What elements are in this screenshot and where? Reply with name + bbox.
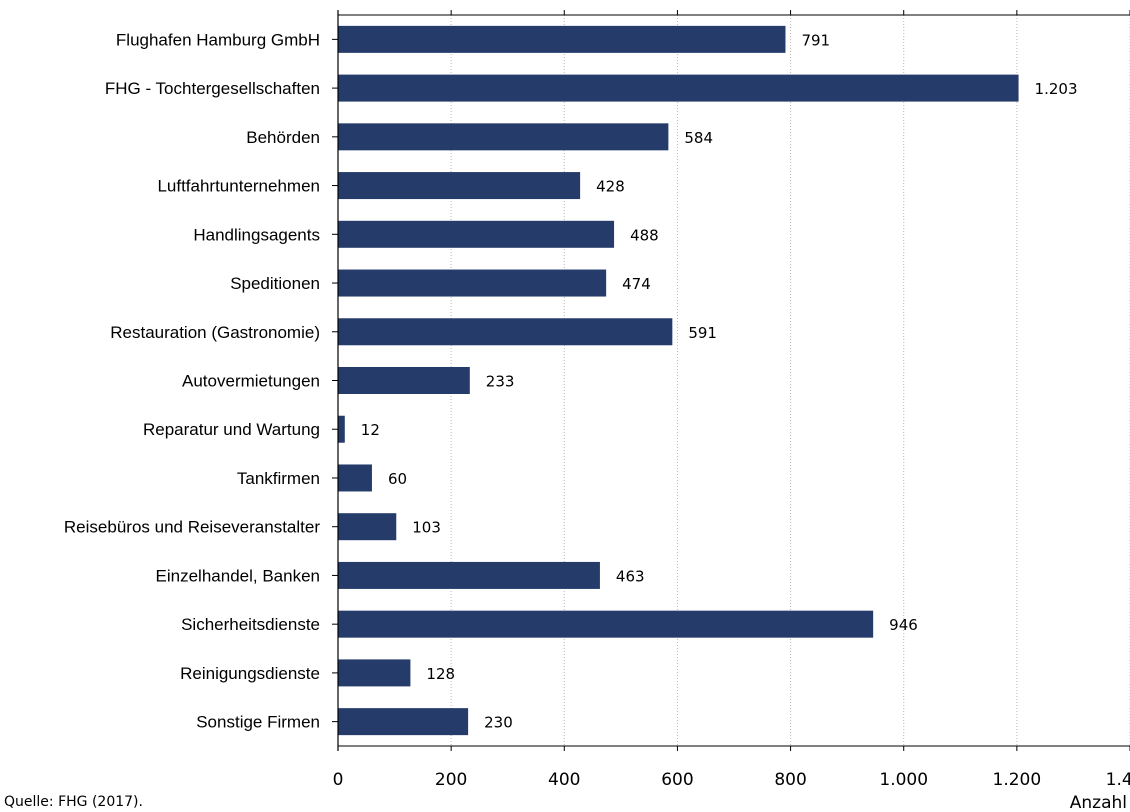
bar (338, 269, 607, 297)
category-label: Reisebüros und Reiseveranstalter (64, 518, 320, 537)
value-label: 230 (484, 714, 513, 732)
x-tick-label: 800 (774, 770, 806, 790)
bar (338, 318, 673, 346)
bar (338, 464, 372, 492)
value-label: 12 (361, 421, 380, 439)
x-tick-label: 600 (661, 770, 693, 790)
category-label: Reparatur und Wartung (143, 420, 320, 439)
x-tick-label: 1.400 (1106, 770, 1130, 790)
value-label: 946 (889, 616, 918, 634)
value-label: 791 (801, 31, 830, 49)
bar (338, 513, 397, 541)
category-label: Luftfahrtunternehmen (157, 177, 320, 196)
bar (338, 172, 581, 200)
bars (338, 25, 1019, 736)
category-label: Restauration (Gastronomie) (110, 323, 320, 342)
value-label: 428 (596, 178, 625, 196)
category-label: Einzelhandel, Banken (156, 566, 320, 585)
value-label: 474 (622, 275, 651, 293)
category-label: Autovermietungen (182, 372, 320, 391)
value-label: 103 (412, 519, 441, 537)
category-label: Sicherheitsdienste (181, 615, 320, 634)
x-tick-label: 1.000 (879, 770, 928, 790)
category-label: Tankfirmen (237, 469, 320, 488)
bar (338, 123, 669, 151)
source-note: Quelle: FHG (2017). (4, 794, 143, 810)
x-tick-label: 0 (333, 770, 344, 790)
category-label: FHG - Tochtergesellschaften (105, 79, 320, 98)
labels: 0 200 400 600 800 1.000 1.200 1.400 Flughafen Ha… (64, 30, 1130, 790)
x-tick-label: 400 (548, 770, 580, 790)
axes (332, 10, 1130, 751)
category-label: Behörden (246, 128, 320, 147)
bar (338, 659, 411, 687)
bar (338, 367, 470, 394)
value-label: 1.203 (1035, 80, 1078, 98)
bar (338, 220, 615, 248)
value-label: 60 (388, 470, 407, 488)
bar (338, 415, 345, 443)
x-tick-label: 1.200 (993, 770, 1042, 790)
bar (338, 561, 600, 589)
category-label: Flughafen Hamburg GmbH (116, 30, 320, 49)
value-label: 591 (688, 324, 717, 342)
category-label: Reinigungsdienste (180, 664, 320, 683)
x-tick-label: 200 (435, 770, 467, 790)
category-label: Handlingsagents (193, 225, 320, 244)
category-label: Sonstige Firmen (196, 713, 320, 732)
bar (338, 610, 874, 638)
category-label: Speditionen (230, 274, 320, 293)
value-label: 233 (486, 373, 515, 391)
value-label: 463 (616, 567, 645, 585)
bar (338, 74, 1019, 102)
bar (338, 25, 786, 53)
value-label: 128 (426, 665, 455, 683)
bar (338, 708, 469, 736)
x-axis-title: Anzahl (1070, 793, 1127, 812)
value-label: 584 (684, 129, 713, 147)
value-label: 488 (630, 226, 659, 244)
